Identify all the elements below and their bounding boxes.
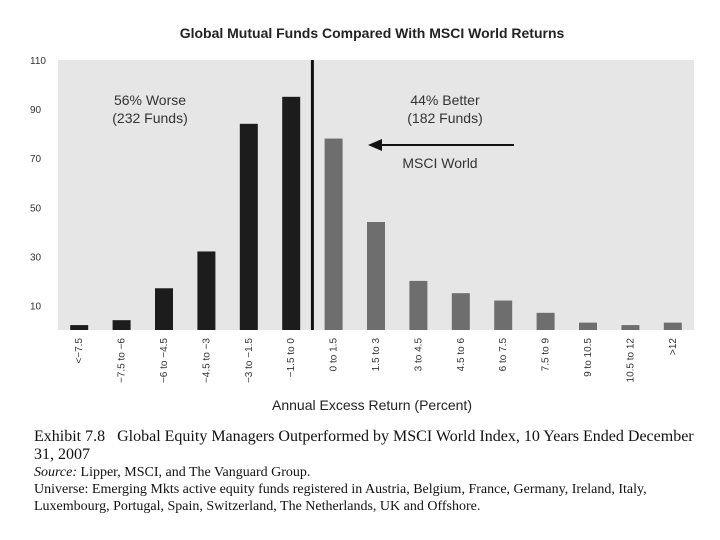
x-tick-label: 0 to 1.5 [329,338,340,372]
bar [197,251,216,330]
y-tick-label: 90 [30,105,42,116]
source-label: Source: [34,465,78,480]
msci-arrow-head [368,139,382,151]
exhibit-text: Global Equity Managers Outperformed by M… [34,428,694,463]
bar [239,123,258,331]
x-tick-label: 1.5 to 3 [371,338,382,372]
y-axis-ticks: 10 30 50 70 90 110 [30,56,46,312]
bar [579,322,597,330]
worse-annotation-line1: 56% Worse [114,92,186,108]
x-tick-label: 6 to 7.5 [498,338,509,372]
universe-line: Universe: Emerging Mkts active equity fu… [34,482,647,514]
bar [112,320,131,330]
x-tick-label: −7.5 to −6 [117,338,128,383]
x-tick-label: −4.5 to −3 [201,338,212,383]
x-tick-label: >12 [668,338,679,355]
exhibit-heading: Exhibit 7.8 Global Equity Managers Outpe… [34,428,706,464]
bar [70,325,89,330]
y-tick-label: 50 [30,203,42,214]
bar [155,288,173,330]
bar [451,293,470,330]
x-tick-label: −6 to −4.5 [159,338,170,383]
bar [367,222,385,330]
x-tick-label: 3 to 4.5 [413,338,424,372]
bar [282,96,301,331]
msci-world-label: MSCI World [402,155,477,171]
x-tick-label: 9 to 10.5 [583,338,594,377]
source-text: Lipper, MSCI, and The Vanguard Group. [80,465,311,480]
x-tick-label: 10.5 to 12 [625,338,636,383]
x-tick-label: 7.5 to 9 [541,338,552,372]
x-axis-title: Annual Excess Return (Percent) [272,397,472,413]
bar [324,138,343,330]
better-annotation-line1: 44% Better [410,92,480,108]
x-tick-label: <−7.5 [74,338,85,364]
x-tick-label: −3 to −1.5 [244,338,255,383]
bar [494,300,513,330]
bar [409,280,428,330]
x-axis-ticks: <−7.5 −7.5 to −6 −6 to −4.5 −4.5 to −3 −3 to… [74,338,679,383]
bars [70,96,682,331]
figure-caption: Exhibit 7.8 Global Equity Managers Outpe… [34,428,706,515]
bar [621,325,640,330]
y-tick-label: 70 [30,154,42,165]
bar [663,322,682,330]
chart-title: Global Mutual Funds Compared With MSCI W… [180,25,565,41]
y-tick-label: 30 [30,252,42,263]
x-tick-label: −1.5 to 0 [286,338,297,378]
exhibit-label: Exhibit 7.8 [34,428,106,445]
x-tick-label: 4.5 to 6 [456,338,467,372]
worse-annotation-line2: (232 Funds) [112,110,187,126]
better-annotation-line2: (182 Funds) [407,110,482,126]
msci-arrow [368,139,514,151]
y-tick-label: 10 [30,301,42,312]
chart: 10 30 50 70 90 110 <−7.5 −7.5 to −6 −6 to −4.5 −… [30,25,694,413]
source-line: Source: Lipper, MSCI, and The Vanguard G… [34,464,706,481]
bar [536,312,555,330]
y-tick-label: 110 [30,56,46,67]
